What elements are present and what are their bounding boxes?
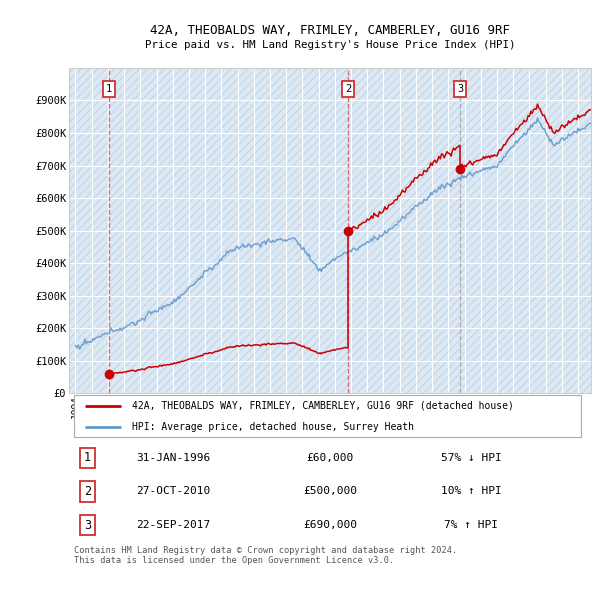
Text: Price paid vs. HM Land Registry's House Price Index (HPI): Price paid vs. HM Land Registry's House … <box>145 40 515 50</box>
Text: 1: 1 <box>84 451 91 464</box>
Text: 3: 3 <box>457 84 463 94</box>
Text: 3: 3 <box>84 519 91 532</box>
Text: 1: 1 <box>106 84 112 94</box>
Text: 27-OCT-2010: 27-OCT-2010 <box>136 487 211 496</box>
Text: 22-SEP-2017: 22-SEP-2017 <box>136 520 211 530</box>
Text: 2: 2 <box>84 485 91 498</box>
Text: 7% ↑ HPI: 7% ↑ HPI <box>444 520 498 530</box>
Text: £690,000: £690,000 <box>303 520 357 530</box>
Text: 2: 2 <box>345 84 351 94</box>
Text: HPI: Average price, detached house, Surrey Heath: HPI: Average price, detached house, Surr… <box>131 421 413 431</box>
Text: 57% ↓ HPI: 57% ↓ HPI <box>440 453 502 463</box>
Text: 10% ↑ HPI: 10% ↑ HPI <box>440 487 502 496</box>
Text: 42A, THEOBALDS WAY, FRIMLEY, CAMBERLEY, GU16 9RF (detached house): 42A, THEOBALDS WAY, FRIMLEY, CAMBERLEY, … <box>131 401 514 411</box>
Text: Contains HM Land Registry data © Crown copyright and database right 2024.
This d: Contains HM Land Registry data © Crown c… <box>74 546 457 565</box>
Text: 42A, THEOBALDS WAY, FRIMLEY, CAMBERLEY, GU16 9RF: 42A, THEOBALDS WAY, FRIMLEY, CAMBERLEY, … <box>150 24 510 37</box>
Text: £500,000: £500,000 <box>303 487 357 496</box>
Text: £60,000: £60,000 <box>307 453 353 463</box>
Text: 31-JAN-1996: 31-JAN-1996 <box>136 453 211 463</box>
FancyBboxPatch shape <box>74 395 581 437</box>
